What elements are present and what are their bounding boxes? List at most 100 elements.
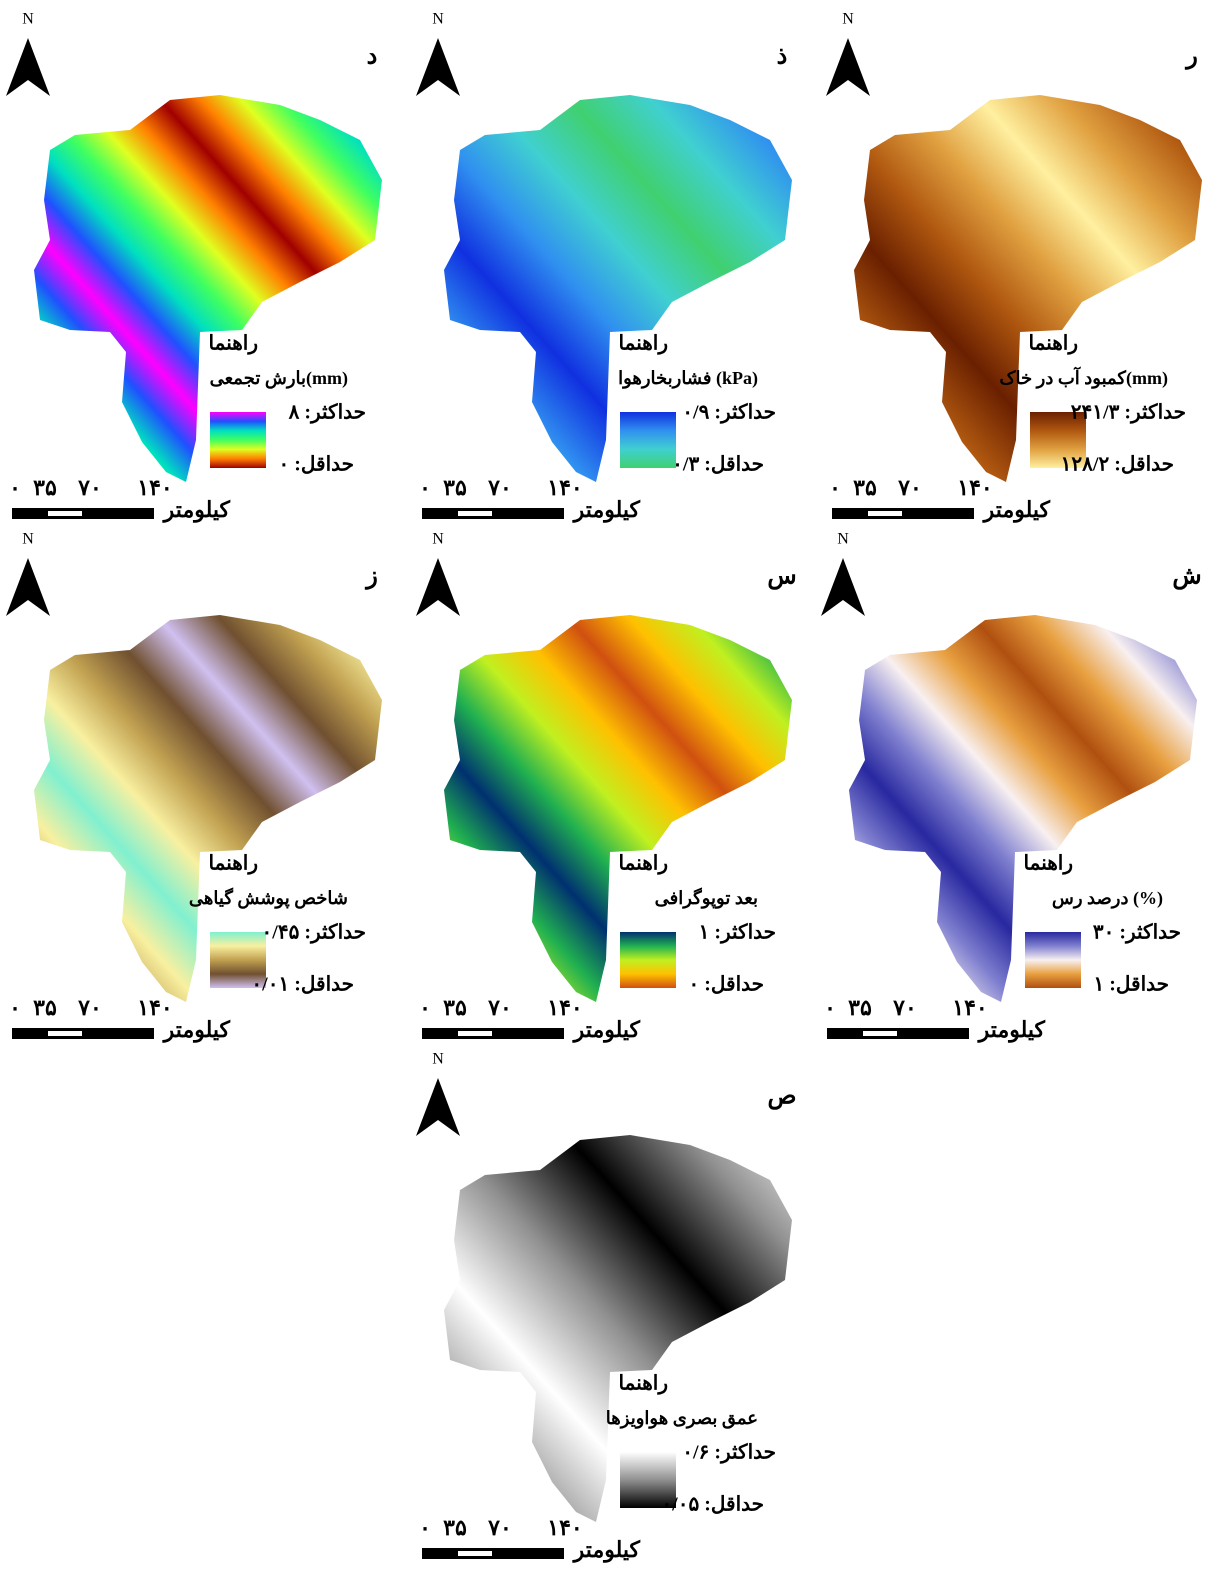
panel: N ز راهنما شاخص پوشش گیاهی حداکثر: ۰/۴۵ حداقل… <box>6 531 382 1043</box>
scale-tick: ۱۴۰ <box>137 995 172 1020</box>
color-ramp <box>620 412 676 468</box>
scale-unit: کیلومتر <box>977 1017 1046 1043</box>
legend-title: راهنما <box>619 1373 668 1396</box>
legend-variable: شاخص پوشش گیاهی <box>189 887 348 909</box>
scale-tick: ۳۵ <box>443 475 467 500</box>
scale-bar <box>12 1028 154 1039</box>
color-ramp <box>210 932 266 988</box>
map <box>854 95 1202 482</box>
panel: N ذ راهنما فشاربخارهوا (kPa) حداکثر: ۰/۹ حداق… <box>416 11 792 523</box>
scale-bar-gap <box>458 511 492 516</box>
scale-bar <box>422 1028 564 1039</box>
scale-tick: ۷۰ <box>487 475 512 500</box>
scale-tick: ۳۵ <box>443 995 467 1020</box>
legend-variable: فشاربخارهوا (kPa) <box>618 368 758 389</box>
scale-tick: ۳۵ <box>33 995 57 1020</box>
legend-variable: بارش تجمعی(mm) <box>210 368 348 389</box>
scale-tick: ۰ <box>9 995 21 1020</box>
legend-variable: کمبود آب در خاک(mm) <box>999 366 1168 389</box>
legend-max: حداکثر: ۰/۶ <box>682 1442 776 1465</box>
north-arrow <box>416 1078 460 1136</box>
legend-min: حداقل: ۰ <box>278 454 354 476</box>
north-arrow <box>821 558 865 616</box>
legend-max: حداکثر: ۳۰ <box>1093 922 1181 945</box>
scale-bar <box>832 508 974 519</box>
scale-tick: ۰ <box>419 475 431 500</box>
panel: N ش راهنما درصد رس (%) حداکثر: ۳۰ حداقل: ۱ ۰ ۳۵… <box>821 531 1202 1043</box>
scale-tick: ۷۰ <box>897 475 922 500</box>
north-arrow <box>826 38 870 96</box>
scale-tick: ۷۰ <box>487 995 512 1020</box>
north-arrow <box>6 38 50 96</box>
scale-tick: ۷۰ <box>77 475 102 500</box>
north-label: N <box>432 1051 444 1068</box>
panel-letter: ز <box>364 564 378 591</box>
north-label: N <box>22 531 34 548</box>
panel: N ص راهنما عمق بصری هواویزها حداکثر: ۰/۶ حداق… <box>416 1051 797 1563</box>
scale-tick: ۰ <box>829 475 841 500</box>
scale-tick: ۰ <box>9 475 21 500</box>
scale-bar <box>422 1548 564 1559</box>
legend-min: حداقل: ۱ <box>1093 974 1169 996</box>
scale-unit: کیلومتر <box>162 497 231 523</box>
north-label: N <box>842 11 854 28</box>
scale-bar-gap <box>458 1551 492 1556</box>
color-ramp <box>1025 932 1081 988</box>
panel-letter: ش <box>1172 564 1201 591</box>
panel: N د راهنما بارش تجمعی(mm) حداکثر: ۸ حداقل: ۰ ۰… <box>6 11 382 523</box>
scale-tick: ۱۴۰ <box>952 995 987 1020</box>
legend-min: حداقل: ۰/۰۵ <box>661 1494 764 1516</box>
scale-bar-gap <box>458 1031 492 1036</box>
scale-unit: کیلومتر <box>162 1017 231 1043</box>
legend-min: حداقل: ۱۲۸/۲ <box>1061 454 1174 476</box>
scale-tick: ۳۵ <box>33 475 57 500</box>
scale-tick: ۱۴۰ <box>547 995 582 1020</box>
scale-tick: ۳۵ <box>443 1515 467 1540</box>
legend-variable: عمق بصری هواویزها <box>606 1408 758 1429</box>
north-label: N <box>432 531 444 548</box>
scale-tick: ۳۵ <box>848 995 872 1020</box>
legend-title: راهنما <box>1029 333 1078 356</box>
legend-max: حداکثر: ۸ <box>288 402 366 425</box>
scale-unit: کیلومتر <box>572 1537 641 1563</box>
map <box>444 615 792 1002</box>
scale-bar-gap <box>48 511 82 516</box>
scale-tick: ۷۰ <box>892 995 917 1020</box>
panel-letter: ذ <box>777 44 788 70</box>
map <box>444 95 792 482</box>
scale-tick: ۱۴۰ <box>137 475 172 500</box>
map <box>34 615 382 1002</box>
legend-min: حداقل: ۰ <box>688 974 764 996</box>
map <box>849 615 1197 1002</box>
north-arrow <box>416 38 460 96</box>
north-label: N <box>432 11 444 28</box>
panel: N ر راهنما کمبود آب در خاک(mm) حداکثر: ۲۴۱/۳… <box>826 11 1202 523</box>
scale-bar-gap <box>868 511 902 516</box>
scale-tick: ۰ <box>419 995 431 1020</box>
legend-max: حداکثر: ۲۴۱/۳ <box>1071 402 1186 425</box>
scale-unit: کیلومتر <box>982 497 1051 523</box>
legend-min: حداقل: ۰/۰۱ <box>251 974 354 996</box>
panel-letter: ر <box>1184 44 1198 71</box>
color-ramp <box>620 932 676 988</box>
scale-bar-gap <box>863 1031 897 1036</box>
legend-title: راهنما <box>619 853 668 876</box>
legend-max: حداکثر: ۰/۹ <box>682 402 776 425</box>
legend-max: حداکثر: ۰/۴۵ <box>262 922 366 945</box>
color-ramp <box>620 1452 676 1508</box>
legend-title: راهنما <box>1024 853 1073 876</box>
scale-unit: کیلومتر <box>572 497 641 523</box>
panel-letter: د <box>367 44 378 70</box>
map <box>444 1135 792 1522</box>
map <box>34 95 382 482</box>
legend-max: حداکثر: ۱ <box>699 922 776 945</box>
legend-variable: بعد توپوگرافی <box>655 887 758 909</box>
panel-letter: س <box>767 564 796 591</box>
scale-tick: ۳۵ <box>853 475 877 500</box>
scale-tick: ۱۴۰ <box>547 475 582 500</box>
scale-unit: کیلومتر <box>572 1017 641 1043</box>
north-arrow <box>416 558 460 616</box>
scale-tick: ۷۰ <box>77 995 102 1020</box>
north-label: N <box>22 11 34 28</box>
